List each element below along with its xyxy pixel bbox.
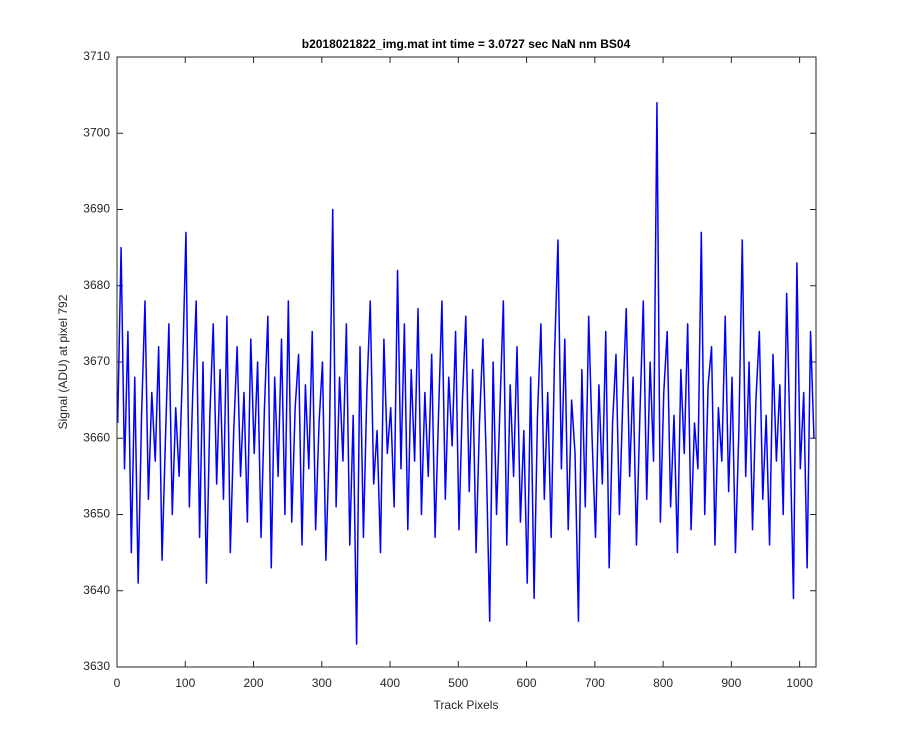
x-tick-label: 300 (312, 676, 332, 690)
y-tick-label: 3660 (83, 430, 110, 444)
y-tick-label: 3680 (83, 278, 110, 292)
y-tick-label: 3640 (83, 583, 110, 597)
x-tick-label: 0 (114, 676, 121, 690)
x-tick-label: 700 (585, 676, 605, 690)
x-tick-label: 600 (517, 676, 537, 690)
x-tick-label: 200 (244, 676, 264, 690)
x-tick-label: 800 (653, 676, 673, 690)
y-tick-label: 3710 (83, 49, 110, 63)
x-tick-label: 900 (721, 676, 741, 690)
chart-title: b2018021822_img.mat int time = 3.0727 se… (302, 37, 631, 51)
x-tick-label: 1000 (786, 676, 813, 690)
data-line (116, 102, 815, 645)
y-tick-label: 3670 (83, 354, 110, 368)
y-axis-label: Signal (ADU) at pixel 792 (56, 294, 70, 429)
y-tick-label: 3700 (83, 125, 110, 139)
x-tick-label: 100 (175, 676, 195, 690)
y-tick-label: 3630 (83, 659, 110, 673)
x-tick-label: 400 (380, 676, 400, 690)
x-tick-label: 500 (448, 676, 468, 690)
plot-frame (116, 56, 817, 668)
x-axis-label: Track Pixels (434, 698, 499, 712)
y-tick-label: 3650 (83, 507, 110, 521)
y-tick-label: 3690 (83, 202, 110, 216)
